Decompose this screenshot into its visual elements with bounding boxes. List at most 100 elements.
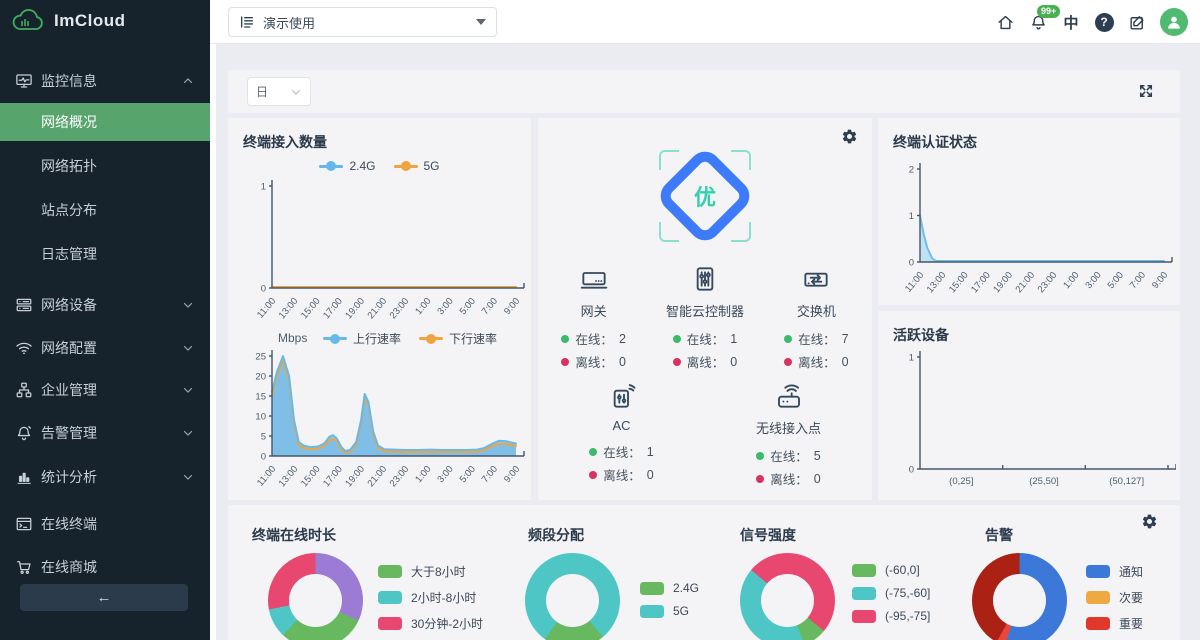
alarm-bell-icon (15, 424, 33, 442)
chevron-down-icon (182, 427, 194, 439)
online-status: 在线： 1 (672, 329, 737, 348)
sidebar-item-label: 在线商城 (41, 559, 97, 575)
legend-item[interactable]: (-95,-75] (852, 609, 930, 623)
svg-text:21:00: 21:00 (1013, 270, 1037, 295)
notification-bell-icon[interactable]: 99+ (1028, 5, 1061, 32)
offline-status: 离线： 0 (784, 352, 849, 371)
device-name: AC (612, 418, 631, 433)
svg-text:11:00: 11:00 (255, 296, 278, 321)
svg-text:15:00: 15:00 (299, 464, 323, 489)
logo: ImCloud (12, 8, 126, 34)
legend-item[interactable]: 2.4G (319, 159, 376, 173)
legend-item[interactable]: 5G (393, 159, 440, 173)
terminal-access-chart: 0 1 11:00 13:00 15:00 17:00 19:00 21:00 23:00 1:0… (230, 176, 530, 326)
notification-badge: 99+ (1037, 5, 1061, 18)
card-title: 终端认证状态 (893, 134, 977, 150)
legend-item[interactable]: 2小时-8小时 (378, 589, 483, 606)
svg-text:15:00: 15:00 (299, 296, 323, 321)
rate-chart-legend: 上行速率 下行速率 (323, 330, 497, 347)
offline-dot-icon (672, 357, 681, 366)
sidebar-collapse-button[interactable]: ← (20, 584, 188, 611)
svg-text:20: 20 (255, 372, 266, 383)
legend-item[interactable]: 下行速率 (419, 330, 497, 347)
svg-text:0: 0 (261, 452, 266, 463)
language-switch[interactable]: 中 (1063, 14, 1079, 32)
monitor-icon (15, 72, 33, 90)
org-tree-icon (15, 381, 33, 399)
server-icon (15, 296, 33, 314)
gear-icon[interactable] (841, 128, 858, 145)
bracket-corner-icon (659, 222, 679, 242)
sidebar-subitem-network-topology[interactable]: 网络拓扑 (0, 147, 210, 185)
chevron-down-icon (182, 384, 194, 396)
workspace-name: 演示使用 (263, 15, 316, 31)
legend-item[interactable]: 重要 (1086, 615, 1143, 632)
device-wireless-ap: 无线接入点 在线： 5 离线： 0 (705, 380, 872, 488)
sidebar-item-statistics[interactable]: 统计分析 (0, 458, 210, 496)
access-point-icon (773, 380, 805, 412)
period-select[interactable]: 日 (247, 77, 311, 106)
sidebar-subitem-log-management[interactable]: 日志管理 (0, 235, 210, 273)
sidebar-item-online-terminals[interactable]: 在线终端 (0, 505, 210, 543)
auth-status-chart: 0 1 2 11:00 13:00 15:00 17:00 19:00 21:00 23:00 1:… (884, 154, 1176, 301)
top-header: 演示使用 99+ 中 ? (210, 0, 1200, 44)
svg-text:(50,127]: (50,127] (1109, 476, 1144, 487)
legend-item[interactable]: (-75,-60] (852, 586, 930, 600)
duration-legend: 大于8小时 2小时-8小时 30分钟-2小时 (378, 563, 483, 632)
gear-icon[interactable] (1141, 513, 1158, 530)
chevron-down-icon (182, 342, 194, 354)
active-devices-chart: 0 1 (0,25] (25,50] (50,127] (884, 341, 1176, 493)
health-grade: 优 (693, 185, 716, 210)
feedback-edit-icon[interactable] (1127, 12, 1147, 32)
sidebar-item-enterprise-management[interactable]: 企业管理 (0, 371, 210, 409)
legend-item[interactable]: 上行速率 (323, 330, 401, 347)
legend-item[interactable]: 次要 (1086, 589, 1143, 606)
svg-text:5:00: 5:00 (1106, 270, 1126, 291)
svg-text:3:00: 3:00 (435, 464, 455, 485)
sidebar-item-network-devices[interactable]: 网络设备 (0, 286, 210, 324)
sidebar-item-label: 网络配置 (41, 340, 97, 356)
sidebar-item-monitor-info[interactable]: 监控信息 (0, 62, 210, 100)
svg-text:7:00: 7:00 (1128, 270, 1148, 291)
sidebar-item-alarm-management[interactable]: 告警管理 (0, 414, 210, 452)
svg-text:1: 1 (909, 211, 914, 222)
card-title: 终端接入数量 (243, 134, 327, 150)
section-title: 信号强度 (740, 527, 796, 543)
online-dot-icon (784, 334, 793, 343)
workspace-list-icon (239, 14, 255, 30)
legend-item[interactable]: 2.4G (640, 581, 699, 595)
svg-text:19:00: 19:00 (991, 270, 1015, 295)
svg-text:23:00: 23:00 (388, 296, 412, 321)
svg-text:9:00: 9:00 (502, 464, 522, 485)
legend-item[interactable]: 通知 (1086, 563, 1143, 580)
svg-text:23:00: 23:00 (388, 464, 412, 489)
sidebar-item-label: 网络拓扑 (41, 158, 97, 174)
sidebar-item-online-store[interactable]: 在线商城 (0, 548, 210, 586)
svg-text:17:00: 17:00 (321, 464, 345, 489)
svg-text:1:00: 1:00 (413, 296, 433, 317)
sidebar-item-network-config[interactable]: 网络配置 (0, 329, 210, 367)
legend-item[interactable]: 大于8小时 (378, 563, 483, 580)
help-icon[interactable]: ? (1094, 12, 1114, 32)
legend-item[interactable]: 5G (640, 604, 699, 618)
svg-text:10: 10 (255, 412, 266, 423)
sidebar-subitem-network-overview[interactable]: 网络概况 (0, 103, 210, 141)
offline-dot-icon (589, 470, 598, 479)
sidebar-subitem-site-distribution[interactable]: 站点分布 (0, 191, 210, 229)
online-status: 在线： 5 (756, 446, 821, 465)
device-switch: 交换机 在线： 7 离线： 0 (761, 263, 872, 371)
svg-text:2: 2 (909, 165, 914, 176)
svg-text:5:00: 5:00 (458, 296, 478, 317)
user-avatar[interactable] (1160, 8, 1188, 36)
offline-status: 离线： 0 (672, 352, 737, 371)
bracket-corner-icon (659, 150, 679, 170)
home-icon[interactable] (995, 12, 1015, 32)
bottom-stats-card: 终端在线时长 大于8小时 2小时-8小时 30分钟-2小时 频段分配 2.4G … (228, 505, 1180, 640)
svg-text:3:00: 3:00 (435, 296, 455, 317)
legend-item[interactable]: 30分钟-2小时 (378, 615, 483, 632)
fullscreen-icon[interactable] (1137, 82, 1155, 100)
svg-text:7:00: 7:00 (480, 464, 500, 485)
sidebar: ImCloud 监控信息 网络概况 网络拓扑 站点分布 日志管理 网络设备 (0, 0, 210, 640)
workspace-selector[interactable]: 演示使用 (228, 7, 497, 37)
legend-item[interactable]: (-60,0] (852, 563, 930, 577)
